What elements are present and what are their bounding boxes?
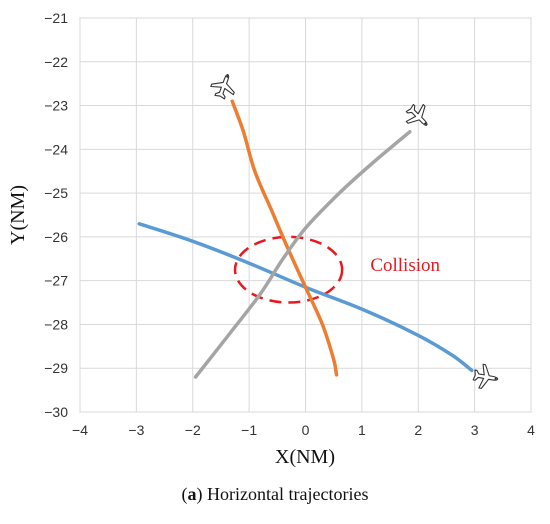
y-tick-labels: −21 −22 −23 −24 −25 −26 −27 −28 −29 −30 — [44, 10, 68, 420]
y-tick-label: −24 — [44, 141, 68, 157]
x-tick-label: −2 — [185, 422, 201, 438]
y-tick-label: −23 — [44, 98, 68, 114]
y-tick-label: −26 — [44, 229, 68, 245]
figure-caption: (a) Horizontal trajectories — [0, 484, 550, 505]
trajectory-line — [137, 222, 474, 373]
x-axis-title: X(NM) — [275, 446, 335, 468]
y-axis-title: Y(NM) — [7, 185, 29, 245]
aircraft-icons — [210, 74, 499, 389]
x-tick-label: 4 — [527, 422, 535, 438]
y-tick-label: −27 — [44, 273, 68, 289]
series-lines — [137, 99, 474, 379]
y-tick-label: −30 — [44, 404, 68, 420]
caption-letter: a — [187, 484, 197, 504]
collision-annotation: Collision — [370, 255, 440, 276]
airplane-icon — [405, 103, 428, 126]
x-tick-label: 3 — [471, 422, 479, 438]
y-tick-label: −22 — [44, 54, 68, 70]
airplane-nose — [494, 377, 498, 380]
caption-prefix: ( — [181, 484, 188, 504]
x-tick-label: −3 — [128, 422, 144, 438]
x-tick-label: −1 — [241, 422, 257, 438]
airplane-body — [405, 103, 428, 126]
caption-text: ) Horizontal trajectories — [196, 484, 369, 504]
x-tick-label: 1 — [358, 422, 366, 438]
y-tick-label: −29 — [44, 360, 68, 376]
collision-zone-ellipse — [233, 235, 344, 304]
y-tick-label: −25 — [44, 185, 68, 201]
x-tick-label: 0 — [302, 422, 310, 438]
trajectory-line — [193, 130, 412, 379]
x-tick-labels: −4 −3 −2 −1 0 1 2 3 4 — [72, 422, 535, 438]
airplane-body — [472, 363, 499, 389]
airplane-nose — [423, 122, 427, 125]
airplane-body — [210, 74, 235, 100]
x-tick-label: −4 — [72, 422, 88, 438]
y-tick-label: −28 — [44, 316, 68, 332]
airplane-icon — [210, 74, 235, 100]
trajectory-chart: −4 −3 −2 −1 0 1 2 3 4 −21−22−23−24−25−26−27−28−2… — [7, 10, 535, 468]
x-tick-label: 2 — [414, 422, 422, 438]
collision-zone-group — [233, 235, 344, 304]
y-tick-label: −21 — [44, 10, 68, 26]
airplane-nose — [225, 74, 229, 78]
airplane-icon — [472, 363, 499, 389]
gridlines — [79, 17, 532, 413]
